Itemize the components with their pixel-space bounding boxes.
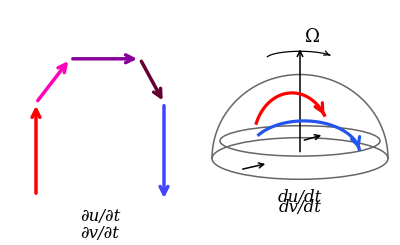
Text: du/dt: du/dt: [278, 189, 322, 206]
Text: dv/dt: dv/dt: [278, 198, 322, 216]
Text: Ω: Ω: [305, 28, 320, 46]
Text: ∂u/∂t: ∂u/∂t: [80, 208, 120, 225]
Text: ∂v/∂t: ∂v/∂t: [80, 225, 120, 243]
